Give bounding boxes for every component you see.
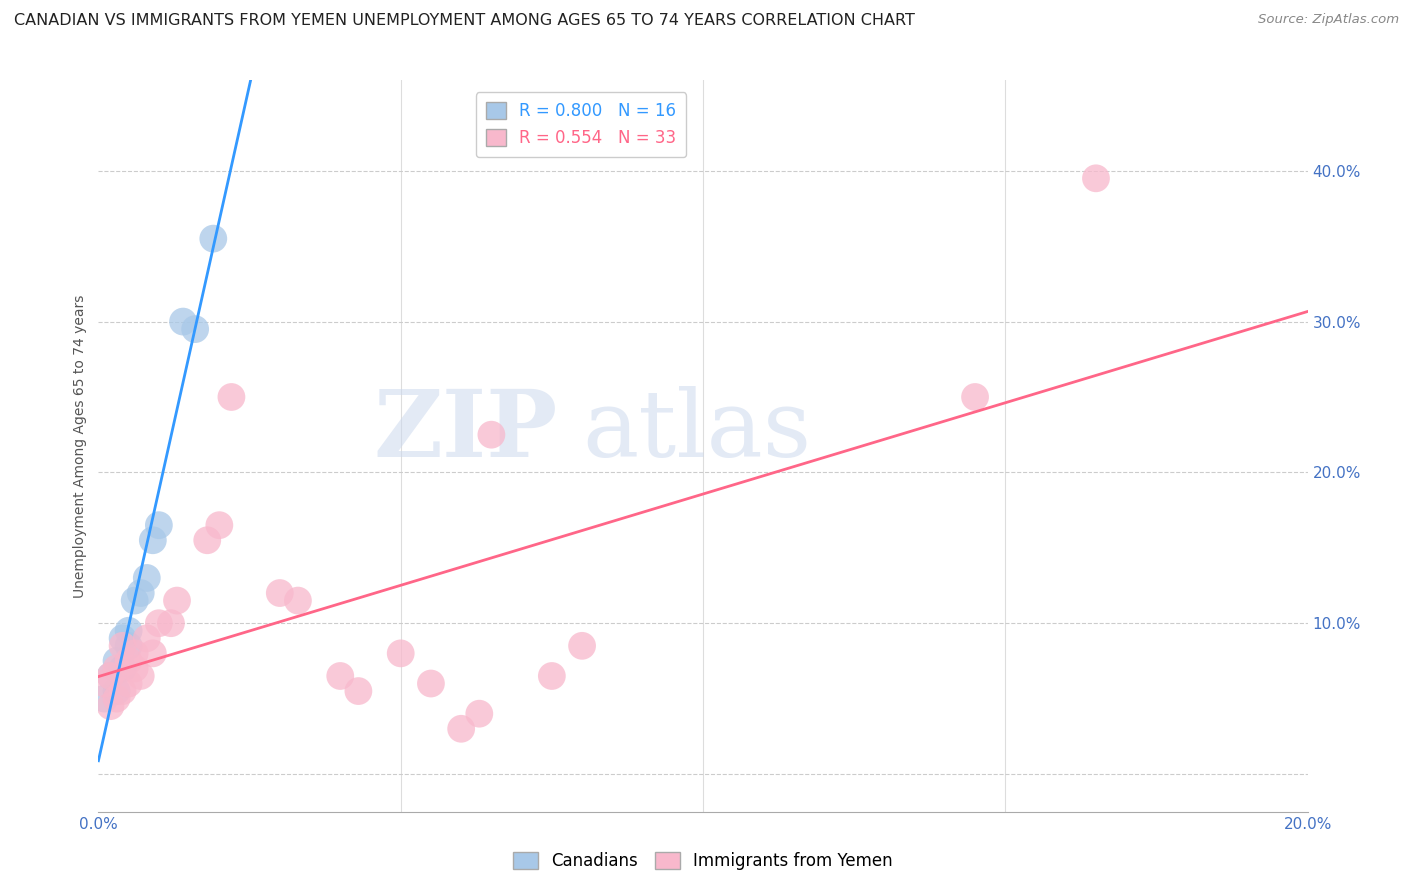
Point: [129, 586, 152, 600]
Point: [571, 639, 593, 653]
Point: [118, 639, 141, 653]
Point: [105, 691, 128, 706]
Legend: R = 0.800   N = 16, R = 0.554   N = 33: R = 0.800 N = 16, R = 0.554 N = 33: [475, 92, 686, 157]
Point: [166, 593, 188, 607]
Point: [347, 684, 370, 698]
Point: [129, 669, 152, 683]
Point: [468, 706, 491, 721]
Point: [142, 533, 165, 548]
Legend: Canadians, Immigrants from Yemen: Canadians, Immigrants from Yemen: [506, 845, 900, 877]
Point: [172, 315, 194, 329]
Point: [124, 646, 146, 660]
Point: [208, 518, 231, 533]
Point: [105, 654, 128, 668]
Point: [111, 639, 134, 653]
Point: [111, 632, 134, 646]
Point: [93, 691, 115, 706]
Point: [160, 616, 183, 631]
Point: [118, 654, 141, 668]
Point: [105, 684, 128, 698]
Point: [202, 232, 225, 246]
Point: [481, 427, 503, 442]
Point: [100, 669, 122, 683]
Point: [111, 684, 134, 698]
Point: [148, 616, 170, 631]
Y-axis label: Unemployment Among Ages 65 to 74 years: Unemployment Among Ages 65 to 74 years: [73, 294, 87, 598]
Point: [135, 571, 157, 585]
Text: Source: ZipAtlas.com: Source: ZipAtlas.com: [1258, 13, 1399, 27]
Point: [111, 661, 134, 675]
Text: atlas: atlas: [582, 386, 811, 476]
Point: [118, 624, 141, 638]
Point: [142, 646, 165, 660]
Point: [965, 390, 987, 404]
Point: [269, 586, 291, 600]
Point: [124, 593, 146, 607]
Point: [184, 322, 207, 336]
Point: [135, 632, 157, 646]
Point: [105, 661, 128, 675]
Point: [124, 661, 146, 675]
Point: [148, 518, 170, 533]
Point: [100, 669, 122, 683]
Point: [100, 699, 122, 714]
Point: [450, 722, 472, 736]
Point: [195, 533, 218, 548]
Point: [287, 593, 309, 607]
Point: [1085, 171, 1108, 186]
Text: ZIP: ZIP: [374, 386, 558, 476]
Point: [420, 676, 443, 690]
Point: [389, 646, 412, 660]
Point: [118, 676, 141, 690]
Point: [540, 669, 562, 683]
Text: CANADIAN VS IMMIGRANTS FROM YEMEN UNEMPLOYMENT AMONG AGES 65 TO 74 YEARS CORRELA: CANADIAN VS IMMIGRANTS FROM YEMEN UNEMPL…: [14, 13, 915, 29]
Point: [221, 390, 243, 404]
Point: [93, 676, 115, 690]
Point: [329, 669, 352, 683]
